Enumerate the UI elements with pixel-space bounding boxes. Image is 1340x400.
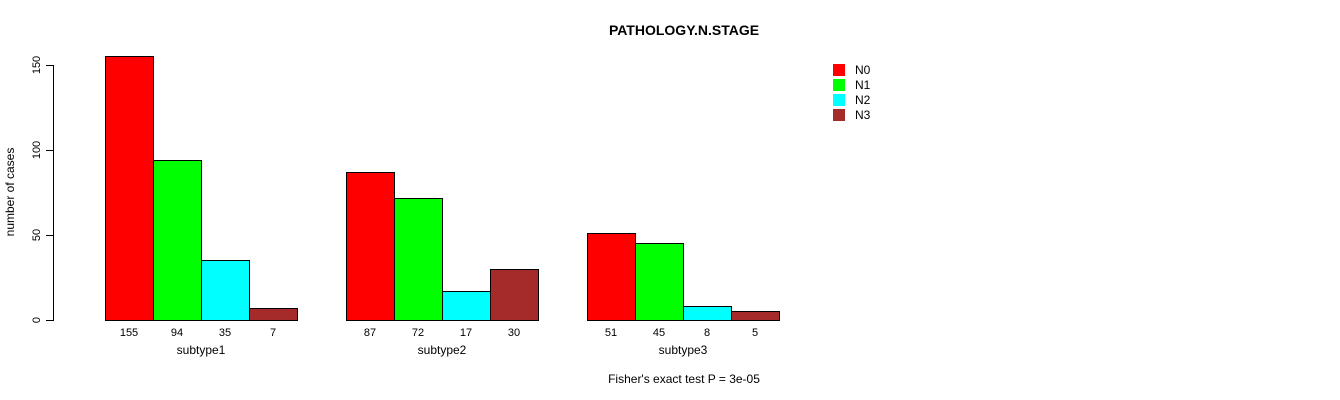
bar-value-label: 5 — [751, 327, 759, 339]
y-tick-label: 150 — [31, 55, 43, 75]
bar — [394, 198, 443, 321]
bar-value-label: 87 — [363, 327, 377, 339]
bar — [587, 233, 636, 321]
bar — [346, 172, 395, 321]
bar-value-label: 155 — [119, 327, 139, 339]
bar — [635, 243, 684, 321]
bar — [490, 269, 539, 321]
bar — [153, 160, 202, 321]
bar-value-label: 72 — [411, 327, 425, 339]
legend-item: N0 — [833, 62, 870, 77]
x-category-label: subtype3 — [658, 343, 708, 357]
y-tick-label: 0 — [31, 316, 43, 324]
legend-item: N2 — [833, 92, 870, 107]
bar — [105, 56, 154, 321]
annotation-text: Fisher's exact test P = 3e-05 — [608, 372, 760, 386]
legend-swatch-icon — [833, 93, 845, 106]
legend-item: N3 — [833, 107, 870, 122]
y-tick-label: 50 — [31, 228, 43, 242]
y-axis-label: number of cases — [3, 147, 17, 237]
y-tick-mark — [46, 320, 53, 321]
legend-label: N1 — [855, 77, 871, 92]
bar-value-label: 30 — [507, 327, 521, 339]
legend-label: N0 — [855, 62, 871, 77]
x-category-label: subtype2 — [417, 343, 467, 357]
y-tick-mark — [46, 235, 53, 236]
legend-swatch-icon — [833, 78, 845, 91]
bar-value-label: 17 — [459, 327, 473, 339]
bar-value-label: 51 — [604, 327, 618, 339]
bar-value-label: 8 — [703, 327, 711, 339]
legend-label: N2 — [855, 92, 871, 107]
bar — [683, 306, 732, 321]
chart-title: PATHOLOGY.N.STAGE — [608, 22, 760, 38]
bar — [249, 308, 298, 321]
legend-swatch-icon — [833, 108, 845, 121]
y-axis-line — [53, 65, 54, 321]
legend-item: N1 — [833, 77, 870, 92]
x-category-label: subtype1 — [176, 343, 226, 357]
bar-value-label: 7 — [269, 327, 277, 339]
legend-label: N3 — [855, 107, 871, 122]
legend: N0 N1 N2 N3 — [833, 62, 870, 122]
bar-value-label: 94 — [170, 327, 184, 339]
legend-swatch-icon — [833, 63, 845, 76]
bar — [731, 311, 780, 321]
bar — [442, 291, 491, 321]
bar — [201, 260, 250, 321]
bar-value-label: 45 — [652, 327, 666, 339]
bar-value-label: 35 — [218, 327, 232, 339]
y-tick-mark — [46, 150, 53, 151]
y-tick-mark — [46, 65, 53, 66]
y-tick-label: 100 — [31, 140, 43, 160]
